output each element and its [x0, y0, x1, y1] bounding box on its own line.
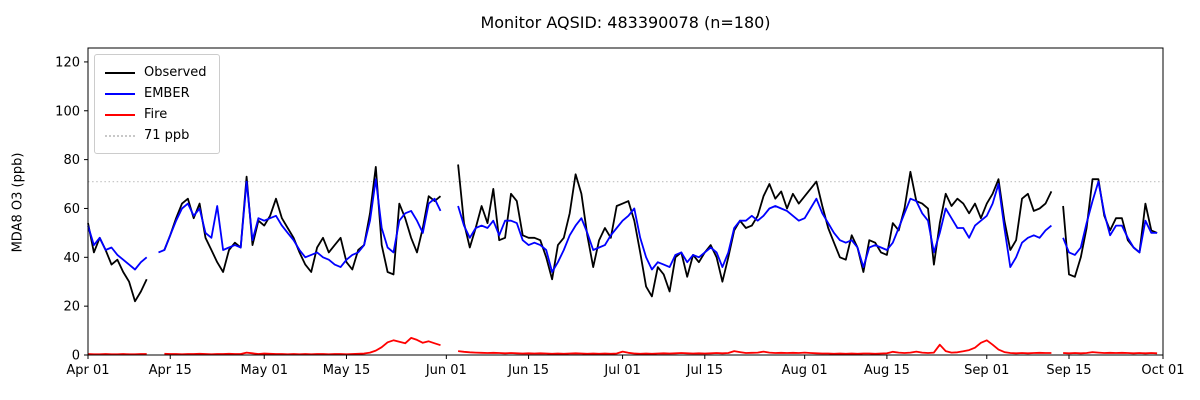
series-line-observed [87, 222, 148, 303]
legend-line-sample [105, 113, 135, 116]
x-tick-label: Jun 15 [507, 363, 549, 378]
legend-entry-71-ppb: 71 ppb [105, 125, 207, 146]
legend-label: 71 ppb [144, 128, 190, 143]
x-tick-label: Jul 15 [686, 363, 723, 378]
y-tick-label: 100 [55, 104, 80, 119]
legend-label: Observed [144, 65, 207, 80]
x-tick-label: Sep 15 [1046, 363, 1091, 378]
y-tick-label: 20 [63, 300, 80, 315]
series-line-observed [163, 166, 442, 276]
x-tick-label: Jun 01 [425, 363, 467, 378]
chart-title: Monitor AQSID: 483390078 (n=180) [480, 13, 771, 32]
x-tick-label: Apr 15 [149, 363, 192, 378]
legend-line-sample [105, 134, 135, 137]
series-line-fire [1063, 351, 1158, 355]
series-line-observed [457, 164, 1053, 298]
legend: Observed EMBER Fire 71 ppb [94, 54, 220, 154]
series-line-fire [164, 337, 441, 356]
y-tick-label: 120 [55, 55, 80, 70]
series-line-ember [457, 183, 1052, 273]
series-line-observed [1062, 178, 1158, 278]
legend-label: EMBER [144, 86, 190, 101]
series-line-ember [1062, 180, 1158, 256]
axes-spines [87, 47, 1164, 356]
x-tick-label: Aug 01 [782, 363, 828, 378]
y-tick-label: 80 [63, 153, 80, 168]
x-tick-label: Sep 01 [964, 363, 1009, 378]
x-tick-label: Oct 01 [1141, 363, 1184, 378]
series-line-ember [87, 225, 148, 271]
legend-line-sample [105, 92, 135, 95]
legend-line-sample [105, 71, 135, 74]
legend-entry-fire: Fire [105, 104, 207, 125]
x-tick-label: Jul 01 [603, 363, 640, 378]
series-line-fire [457, 339, 1052, 355]
x-tick-label: May 15 [323, 363, 371, 378]
legend-entry-observed: Observed [105, 62, 207, 83]
y-tick-label: 40 [63, 251, 80, 266]
y-tick-label: 60 [63, 202, 80, 217]
y-tick-label: 0 [72, 349, 80, 364]
legend-label: Fire [144, 107, 168, 122]
x-tick-label: Apr 01 [66, 363, 109, 378]
legend-entry-ember: EMBER [105, 83, 207, 104]
series-line-ember [158, 178, 442, 268]
x-tick-label: May 01 [240, 363, 288, 378]
x-tick-label: Aug 15 [864, 363, 910, 378]
